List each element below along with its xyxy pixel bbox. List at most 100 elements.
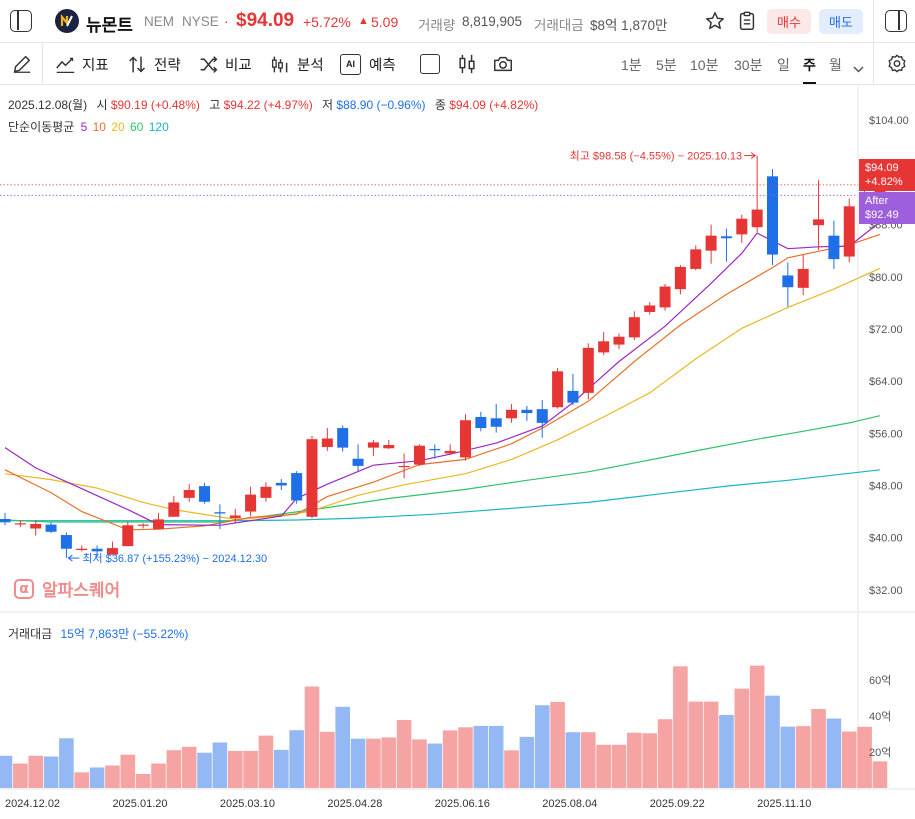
chart-toolbar: 지표 전략 비교 분석 AI 예측 1분 5분 10분 30분 일 주 월 xyxy=(0,43,915,85)
ai-chip-icon: AI xyxy=(340,53,361,75)
volume-bar xyxy=(473,725,489,788)
strategy-button[interactable]: 전략 xyxy=(127,43,181,85)
toolbar-divider xyxy=(42,43,43,85)
candle-body xyxy=(690,249,702,269)
candle-body xyxy=(321,438,333,447)
last-price-tag: $94.09 +4.82% xyxy=(859,159,915,191)
volume-bar xyxy=(519,736,535,788)
candle-type-icon[interactable] xyxy=(456,53,478,80)
volume-bar xyxy=(120,754,136,788)
timeframe-dropdown-icon[interactable] xyxy=(853,60,864,78)
indicators-button[interactable]: 지표 xyxy=(55,43,109,85)
sidebar-toggle-left[interactable] xyxy=(10,10,32,32)
timeframe-day[interactable]: 일 xyxy=(777,57,790,73)
indicators-label: 지표 xyxy=(82,57,109,74)
price-axis-label: $56.00 xyxy=(869,428,903,440)
volume-bar xyxy=(642,733,657,788)
volume-bar xyxy=(151,763,166,788)
timeframe-5min[interactable]: 5분 xyxy=(656,57,677,73)
after-hours-tag: After $92.49 xyxy=(859,192,915,224)
predict-button[interactable]: AI 예측 xyxy=(340,43,396,85)
volume-bar xyxy=(366,738,381,788)
ma-legend[interactable]: 단순이동평균 5 10 20 60 120 xyxy=(8,118,169,135)
timeframe-30min[interactable]: 30분 xyxy=(734,57,763,73)
draw-pen-icon[interactable] xyxy=(11,53,33,80)
volume-bar xyxy=(795,726,811,788)
volume-bar xyxy=(412,739,427,788)
camera-icon[interactable] xyxy=(492,53,514,80)
after-hours-price: $92.49 xyxy=(865,209,899,221)
watermark: α 알파스퀘어 xyxy=(14,576,120,601)
ma-legend-label: 단순이동평균 xyxy=(8,120,75,134)
date-axis-label: 2024.12.02 xyxy=(5,798,60,810)
ma5-line xyxy=(4,221,881,526)
volume-value: 8,819,905 xyxy=(462,14,523,29)
buy-button[interactable]: 매수 xyxy=(767,9,811,34)
settings-gear-icon[interactable] xyxy=(886,53,908,80)
timeframe-week[interactable]: 주 xyxy=(803,55,816,84)
volume-bar xyxy=(13,763,28,788)
watermark-logo-icon: α xyxy=(14,578,34,599)
ma10-line xyxy=(4,233,881,531)
volume-bar xyxy=(227,750,243,788)
candle-body xyxy=(413,445,425,465)
volume-bar xyxy=(488,725,504,788)
price-chart[interactable]: $104.00$96.00$88.00$80.00$72.00$64.00$56… xyxy=(0,85,915,819)
ma120-line xyxy=(5,469,880,522)
volume-bar xyxy=(749,665,765,788)
ticker: NEM xyxy=(144,14,174,29)
candle-body xyxy=(598,341,610,353)
candle-body xyxy=(106,548,118,555)
date-axis-label: 2025.09.22 xyxy=(650,798,705,810)
date-axis-label: 2025.01.20 xyxy=(112,798,167,810)
sidebar-toggle-right[interactable] xyxy=(885,10,907,32)
candle-body xyxy=(659,286,671,308)
volume-bar xyxy=(442,730,458,788)
square-checkbox-icon[interactable] xyxy=(420,54,440,74)
analysis-label: 분석 xyxy=(297,57,324,74)
volume-bar xyxy=(780,726,796,788)
volume-axis-label: 20억 xyxy=(869,746,891,759)
volume-bar xyxy=(381,737,397,788)
candle-body xyxy=(137,524,149,526)
candle-body xyxy=(613,336,625,345)
high-annotation: 최고 $98.58 (−4.55%) − 2025.10.13 xyxy=(570,150,743,163)
timeframe-month[interactable]: 월 xyxy=(829,57,842,73)
candle-body xyxy=(229,515,241,519)
candle-body xyxy=(460,420,471,458)
ma-period-120: 120 xyxy=(148,120,169,134)
volume-bar xyxy=(550,701,565,788)
volume-bar xyxy=(166,750,182,788)
candle-body xyxy=(705,235,717,251)
compare-button[interactable]: 비교 xyxy=(198,43,252,85)
volume-bar xyxy=(89,767,105,788)
volume-bar xyxy=(826,718,842,788)
candle-body xyxy=(337,428,349,448)
analysis-button[interactable]: 분석 xyxy=(270,43,324,85)
candle-body xyxy=(168,502,180,517)
strategy-arrows-icon xyxy=(129,55,146,73)
last-price-pct: +4.82% xyxy=(865,176,903,188)
change-percent: +5.72% xyxy=(303,14,351,30)
star-icon[interactable] xyxy=(704,10,726,32)
candle-body xyxy=(490,418,502,427)
candle-body xyxy=(767,176,778,255)
candle-body xyxy=(628,317,640,338)
ohlc-date: 2025.12.08(월) xyxy=(8,98,88,112)
volume-bar xyxy=(274,749,289,788)
volume-bar xyxy=(289,730,304,788)
volume-bar xyxy=(212,742,228,788)
sell-button[interactable]: 매도 xyxy=(819,9,863,34)
timeframe-10min[interactable]: 10분 xyxy=(690,57,719,73)
volume-bar xyxy=(458,727,473,788)
timeframe-1min[interactable]: 1분 xyxy=(621,57,642,73)
low-label: 저 xyxy=(322,98,334,112)
predict-label: 예측 xyxy=(369,57,396,74)
ma-period-10: 10 xyxy=(92,120,106,134)
ma-period-20: 20 xyxy=(111,120,125,134)
high-value: $94.22 (+4.97%) xyxy=(223,98,313,112)
candle-body xyxy=(797,268,809,288)
candle-body xyxy=(813,219,825,226)
candle-body xyxy=(352,458,364,466)
clipboard-icon[interactable] xyxy=(736,10,758,32)
